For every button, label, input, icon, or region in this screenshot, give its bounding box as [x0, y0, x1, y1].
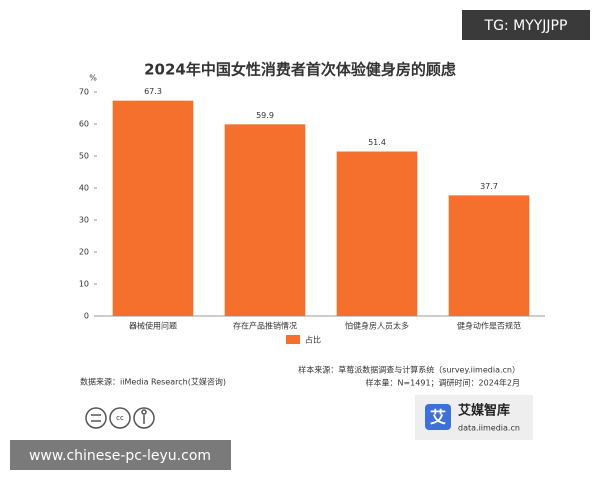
x-tick-label: 健身动作是否规范 [457, 321, 521, 331]
value-label: 51.4 [368, 138, 386, 147]
bar [336, 151, 418, 316]
logo-icon-bg [425, 404, 451, 430]
y-tick-label: 70 [79, 88, 89, 97]
sample-source: 样本来源：草莓派数据调查与计算系统（survey.iimedia.cn） [298, 365, 520, 375]
plot: 0 10 20 30 40 50 60 70 器械使用问题 存在产品推销情况 怕健身房人员太多 健身动… [79, 87, 530, 345]
cc-text: cc [116, 414, 124, 422]
bar [224, 124, 306, 316]
data-source: 数据来源：iiMedia Research(艾媒咨询) [80, 377, 226, 387]
legend-label: 占比 [305, 335, 321, 345]
x-tick-label: 怕健身房人员太多 [345, 321, 409, 331]
y-tick-label: 50 [79, 152, 89, 161]
value-label: 67.3 [144, 87, 162, 96]
bar [448, 195, 530, 316]
y-tick-label: 60 [79, 120, 89, 129]
y-tick-label: 10 [79, 280, 89, 289]
logo-icon: 艾 [430, 408, 446, 427]
y-tick-label: 40 [79, 184, 89, 193]
legend-swatch [286, 335, 300, 344]
y-unit: % [89, 74, 97, 83]
logo-url: data.iimedia.cn [458, 424, 520, 433]
logo-name: 艾媒智库 [458, 403, 510, 419]
y-tick-label: 20 [79, 248, 89, 257]
watermark: www.chinese-pc-leyu.com [29, 448, 211, 464]
watermark-box [462, 10, 590, 40]
watermark: TG: MYYJJPP [484, 18, 568, 34]
cc-icons [85, 407, 155, 429]
value-label: 59.9 [256, 111, 274, 120]
watermark-box [10, 440, 231, 470]
x-tick-label: 存在产品推销情况 [233, 321, 297, 331]
chart-title: 2024年中国女性消费者首次体验健身房的顾虑 [144, 61, 456, 79]
x-tick-label: 器械使用问题 [129, 321, 177, 331]
sample-size: 样本量：N=1491；调研时间：2024年2月 [366, 378, 521, 388]
y-tick-label: 30 [79, 216, 89, 225]
y-tick-label: 0 [84, 312, 89, 321]
bar [112, 100, 194, 316]
value-label: 37.7 [480, 182, 498, 191]
